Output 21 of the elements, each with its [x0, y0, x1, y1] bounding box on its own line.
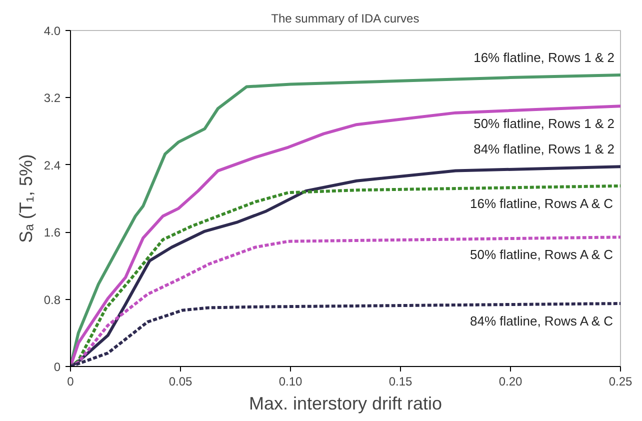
series-label: 50% flatline, Rows 1 & 2 — [474, 116, 614, 132]
x-axis-title: Max. interstory drift ratio — [248, 394, 442, 414]
x-tick-label: 0.05 — [168, 374, 193, 388]
series-label: 16% flatline, Rows A & C — [470, 196, 614, 211]
y-tick-label: 0.8 — [44, 292, 61, 307]
y-tick-label: 3.2 — [44, 91, 61, 106]
x-tick-label: 0.25 — [608, 374, 633, 388]
x-tick-label: 0.20 — [498, 374, 523, 388]
x-tick-label: 0.10 — [278, 374, 303, 388]
y-tick-label: 4.0 — [44, 24, 61, 38]
series-label: 50% flatline, Rows A & C — [470, 247, 614, 262]
y-tick-label: 1.6 — [44, 226, 61, 240]
x-tick-label: 0.15 — [388, 374, 413, 388]
x-tick-label: 0 — [67, 374, 74, 388]
chart-title: The summary of IDA curves — [271, 12, 420, 26]
series-label: 84% flatline, Rows 1 & 2 — [474, 142, 614, 157]
y-tick-label: 2.4 — [44, 158, 61, 172]
y-tick-label: 0 — [54, 360, 61, 374]
series-label: 16% flatline, Rows 1 & 2 — [474, 50, 614, 66]
y-axis-title: Sₐ (T₁, 5%) — [16, 154, 36, 243]
series-label: 84% flatline, Rows A & C — [470, 314, 614, 328]
